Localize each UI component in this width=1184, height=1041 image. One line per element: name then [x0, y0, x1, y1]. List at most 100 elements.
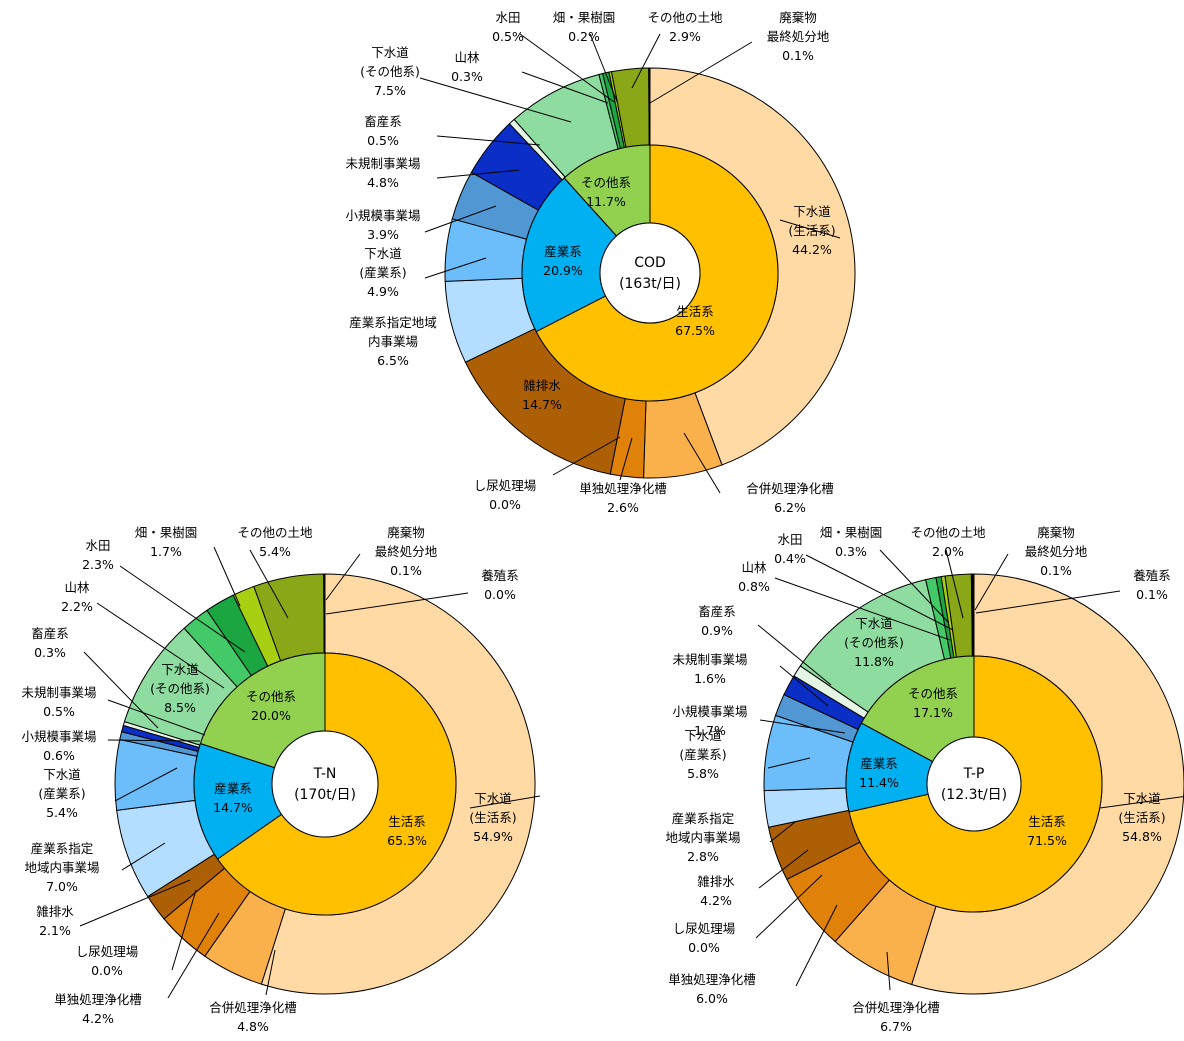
leader-line-1 [265, 949, 276, 996]
outer-label-9: 畜産系 0.5% [364, 114, 402, 148]
leader-line-13 [589, 33, 619, 105]
leader-line-11 [521, 71, 609, 104]
outer-label-6: 下水道(産業系) 4.9% [359, 246, 406, 299]
outer-label-9: 畜産系 0.9% [698, 604, 736, 638]
outer-label-0: 下水道(生活系) 54.9% [469, 791, 516, 844]
outer-label-13: 畑・果樹園 1.7% [135, 525, 198, 559]
leader-line-0 [779, 219, 841, 239]
outer-label-2: 単独処理浄化槽 6.0% [668, 972, 756, 1006]
leader-line-3 [552, 436, 621, 476]
leader-line-16 [325, 592, 469, 615]
outer-label-4: 雑排水 2.1% [36, 904, 74, 938]
leader-line-8 [107, 699, 206, 736]
leader-line-9 [757, 624, 832, 686]
leader-line-12 [805, 554, 954, 631]
donut-chart-t-p: T-P (12.3t/日)生活系 71.5%産業系 11.4%その他系 17.1%下水道… [665, 525, 1184, 1034]
leader-line-7 [424, 205, 497, 233]
outer-label-8: 未規制事業場 4.8% [345, 156, 420, 190]
inner-label-1: 産業系 20.9% [543, 244, 583, 278]
leader-line-14 [249, 549, 289, 619]
outer-label-16: 養殖系 0.1% [1133, 568, 1171, 602]
leader-line-13 [879, 549, 949, 623]
outer-label-10: 下水道(その他系) 8.5% [150, 662, 210, 715]
inner-label-2: その他系 17.1% [908, 686, 958, 720]
leader-line-15 [974, 553, 1009, 611]
leader-line-12 [519, 33, 615, 103]
outer-label-0: 下水道(生活系) 44.2% [788, 204, 835, 257]
outer-label-14: その他の土地 2.9% [647, 10, 723, 44]
leader-line-11 [774, 577, 951, 641]
inner-label-2: その他系 11.7% [581, 175, 631, 209]
leader-line-5 [769, 821, 796, 843]
center-label: T-N (170t/日) [294, 766, 356, 803]
outer-label-8: 未規制事業場 1.6% [672, 652, 747, 686]
leader-line-3 [755, 874, 823, 939]
leader-line-8 [779, 665, 829, 707]
outer-label-15: 廃棄物最終処分地 0.1% [767, 10, 830, 63]
leader-line-6 [767, 757, 811, 769]
leader-line-1 [886, 951, 891, 991]
outer-label-8: 未規制事業場 0.5% [21, 685, 96, 719]
outer-label-13: 畑・果樹園 0.2% [553, 10, 616, 44]
leader-line-0 [469, 795, 541, 809]
outer-label-11: 山林 0.8% [738, 560, 770, 594]
inner-label-0: 生活系 67.5% [675, 304, 715, 338]
leader-line-3 [171, 889, 197, 971]
inner-label-0: 生活系 65.3% [387, 814, 427, 848]
leader-line-0 [1099, 796, 1184, 809]
outer-label-4: 雑排水 4.2% [697, 874, 735, 908]
outer-label-16: 養殖系 0.0% [481, 568, 519, 602]
outer-label-12: 水田 0.5% [492, 10, 524, 44]
outer-label-10: 下水道(その他系) 11.8% [844, 616, 904, 669]
leader-line-4 [758, 849, 809, 889]
outer-label-6: 下水道(産業系) 5.8% [679, 728, 726, 781]
leader-line-8 [436, 169, 520, 179]
outer-label-2: 単独処理浄化槽 4.2% [54, 992, 142, 1026]
center-hole [926, 736, 1022, 832]
outer-label-1: 合併処理浄化槽 6.2% [746, 481, 834, 515]
outer-label-14: その他の土地 5.4% [237, 525, 313, 559]
outer-label-5: 産業系指定地域内事業場 6.5% [349, 315, 437, 368]
center-label: COD (163t/日) [619, 255, 681, 292]
center-hole [271, 730, 379, 838]
outer-label-5: 産業系指定地域内事業場 7.0% [24, 841, 99, 894]
outer-label-15: 廃棄物最終処分地 0.1% [1025, 525, 1088, 578]
outer-label-9: 畜産系 0.3% [31, 626, 69, 660]
outer-label-6: 下水道(産業系) 5.4% [38, 767, 85, 820]
center-label: T-P (12.3t/日) [941, 766, 1007, 803]
outer-label-3: し尿処理場 0.0% [474, 478, 537, 512]
leader-line-5 [121, 842, 166, 871]
leader-line-9 [436, 135, 541, 146]
outer-label-3: し尿処理場 0.0% [76, 944, 139, 978]
leader-line-14 [945, 549, 964, 619]
outer-label-4: 雑排水 14.7% [522, 378, 562, 412]
outer-label-2: 単独処理浄化槽 2.6% [579, 481, 667, 515]
outer-slice-16 [972, 573, 975, 657]
outer-slice-15 [323, 573, 326, 654]
leader-line-7 [107, 739, 201, 742]
outer-label-13: 畑・果樹園 0.3% [820, 525, 883, 559]
leader-line-15 [325, 553, 361, 601]
leader-line-6 [424, 257, 487, 279]
outer-label-1: 合併処理浄化槽 6.7% [852, 1000, 940, 1034]
outer-label-11: 山林 2.2% [61, 580, 93, 614]
leader-line-14 [631, 33, 661, 89]
donut-chart-t-n: T-N (170t/日) 生活系 65.3% 産業系 14.7% その他系 20.0% 下水道(… [21, 525, 541, 1034]
inner-label-2: その他系 20.0% [246, 689, 296, 723]
outer-slice-15 [648, 67, 651, 146]
leader-line-11 [96, 602, 225, 689]
outer-label-7: 小規模事業場 0.6% [21, 729, 96, 763]
leader-line-10 [419, 77, 572, 123]
center-hole [599, 222, 701, 324]
leader-line-2 [619, 437, 633, 481]
outer-label-12: 水田 0.4% [774, 532, 806, 566]
outer-label-15: 廃棄物最終処分地 0.1% [375, 525, 438, 578]
leader-line-7 [759, 719, 846, 734]
outer-label-5: 産業系指定地域内事業場 2.8% [665, 811, 740, 864]
outer-label-3: し尿処理場 0.0% [673, 921, 736, 955]
inner-label-1: 産業系 14.7% [213, 781, 253, 815]
outer-label-14: その他の土地 2.0% [910, 525, 986, 559]
leader-line-13 [213, 546, 241, 607]
leader-line-9 [83, 651, 159, 729]
